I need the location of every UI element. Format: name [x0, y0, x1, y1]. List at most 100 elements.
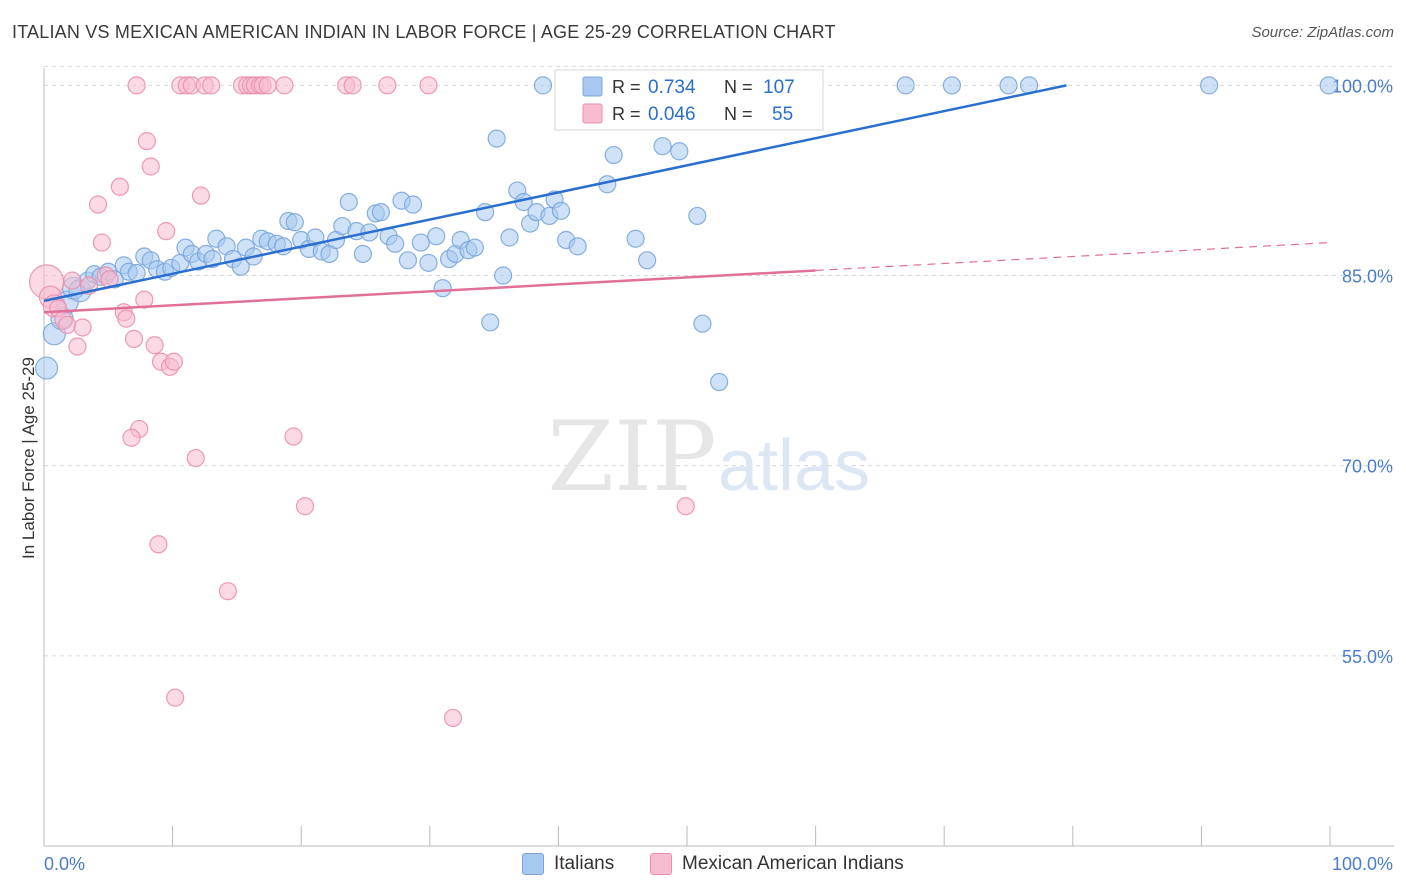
mexican-point-50: [419, 76, 438, 95]
mexican-point-20: [135, 290, 154, 309]
legend-swatch-mexican-american-indians: [582, 103, 603, 124]
mexican-point-28: [164, 352, 183, 371]
italian-point-63: [465, 238, 484, 257]
trend-line-mexican: [43, 269, 816, 314]
data-points: [28, 76, 1338, 728]
mexican-point-52: [122, 428, 141, 447]
mexican-point-48: [343, 76, 362, 95]
italian-point-103: [1200, 76, 1219, 95]
trend-line-italians: [43, 84, 1067, 303]
italian-point-99: [896, 76, 915, 95]
legend-swatch-italians-bottom: [522, 853, 544, 875]
mexican-point-43: [258, 76, 277, 95]
series-legend: Italians Mexican American Indians: [0, 852, 1406, 878]
legend-swatch-italians: [582, 76, 603, 97]
mexican-point-14: [110, 177, 129, 196]
italian-point-73: [533, 76, 553, 95]
mexican-point-18: [127, 76, 146, 95]
legend-r-label-mexican: R =: [612, 104, 641, 124]
trend-line-mexican-extension: [815, 241, 1331, 272]
italian-point-104: [1319, 76, 1338, 95]
italian-point-86: [626, 229, 645, 248]
mexican-point-5: [58, 315, 77, 335]
legend-n-value-mexican: 55: [772, 104, 793, 125]
italian-point-56: [419, 253, 438, 272]
italian-point-51: [385, 234, 405, 253]
gridlines: [44, 65, 1394, 657]
mexican-point-36: [218, 582, 237, 601]
mexican-point-11: [92, 233, 111, 252]
mexican-point-21: [137, 132, 156, 151]
mexican-point-49: [378, 76, 397, 95]
mexican-point-33: [191, 186, 210, 205]
italian-point-46: [353, 244, 373, 264]
watermark-zip: ZIP: [547, 401, 716, 513]
italian-point-92: [670, 142, 689, 161]
italian-point-90: [653, 137, 672, 156]
mexican-point-16: [117, 309, 136, 328]
italian-point-83: [604, 145, 623, 165]
mexican-point-44: [275, 76, 294, 95]
x-tick-label-0: 0.0%: [44, 854, 85, 874]
mexican-point-54: [676, 497, 695, 516]
legend-r-value-italians: 0.734: [648, 77, 696, 98]
watermark: ZIP atlas: [547, 401, 870, 513]
italian-point-0: [34, 356, 59, 380]
italian-point-78: [568, 237, 587, 256]
mexican-point-17: [124, 329, 144, 349]
legend-r-label-italians: R =: [612, 77, 641, 97]
correlation-legend: R = 0.734 N = 107 R = 0.046 N = 55: [554, 69, 824, 131]
y-tick-label-3: 100.0%: [1332, 76, 1393, 96]
source-label: Source: ZipAtlas.com: [1251, 24, 1394, 41]
mexican-point-32: [186, 448, 205, 468]
y-tick-label-1: 70.0%: [1342, 457, 1393, 477]
mexican-point-22: [141, 157, 160, 176]
legend-n-value-italians: 107: [763, 77, 795, 98]
italian-point-55: [411, 233, 430, 252]
legend-item-mexican-american-indians[interactable]: Mexican American Indians: [650, 852, 904, 876]
italian-point-58: [433, 279, 452, 298]
italian-point-76: [551, 201, 571, 220]
italian-point-54: [403, 195, 423, 214]
y-axis-label: In Labor Force | Age 25-29: [19, 357, 38, 559]
italian-point-88: [638, 251, 657, 270]
mexican-point-46: [295, 497, 315, 516]
mexican-point-7: [68, 337, 87, 356]
legend-item-italians[interactable]: Italians: [522, 852, 614, 876]
italian-point-94: [688, 206, 707, 226]
italian-point-36: [285, 213, 304, 232]
mexican-point-23: [145, 336, 164, 355]
italian-point-101: [999, 76, 1018, 95]
legend-label-mexican-american-indians: Mexican American Indians: [682, 853, 904, 874]
series-mexican-american-indians: [28, 76, 695, 728]
mexican-point-51: [443, 708, 463, 728]
y-tick-label-2: 85.0%: [1342, 267, 1393, 287]
chart-title: ITALIAN VS MEXICAN AMERICAN INDIAN IN LA…: [12, 22, 836, 42]
mexican-point-10: [88, 195, 108, 214]
axes: 55.0% 70.0% 85.0% 100.0% 0.0% 100.0%: [43, 68, 1394, 874]
italian-point-68: [500, 228, 519, 247]
mexican-point-26: [157, 222, 176, 241]
italian-point-53: [398, 251, 418, 270]
mexican-point-8: [73, 318, 92, 337]
legend-n-label-italians: N =: [724, 77, 753, 97]
italian-point-65: [481, 313, 500, 332]
x-tick-label-1: 100.0%: [1332, 854, 1393, 874]
series-italians: [34, 76, 1338, 392]
italian-point-67: [494, 266, 513, 285]
mexican-point-6: [63, 271, 82, 290]
y-tick-label-0: 55.0%: [1342, 647, 1393, 667]
watermark-atlas: atlas: [718, 426, 870, 506]
italian-point-100: [942, 76, 962, 95]
legend-n-label-mexican: N =: [724, 104, 753, 124]
italian-point-49: [371, 203, 391, 222]
mexican-point-45: [284, 427, 303, 446]
italian-point-95: [693, 314, 712, 333]
italian-point-66: [487, 129, 506, 148]
italian-point-97: [710, 372, 729, 392]
italian-point-44: [339, 192, 358, 212]
mexican-point-53: [166, 688, 185, 707]
mexican-point-24: [149, 535, 168, 554]
mexican-point-35: [202, 76, 221, 95]
